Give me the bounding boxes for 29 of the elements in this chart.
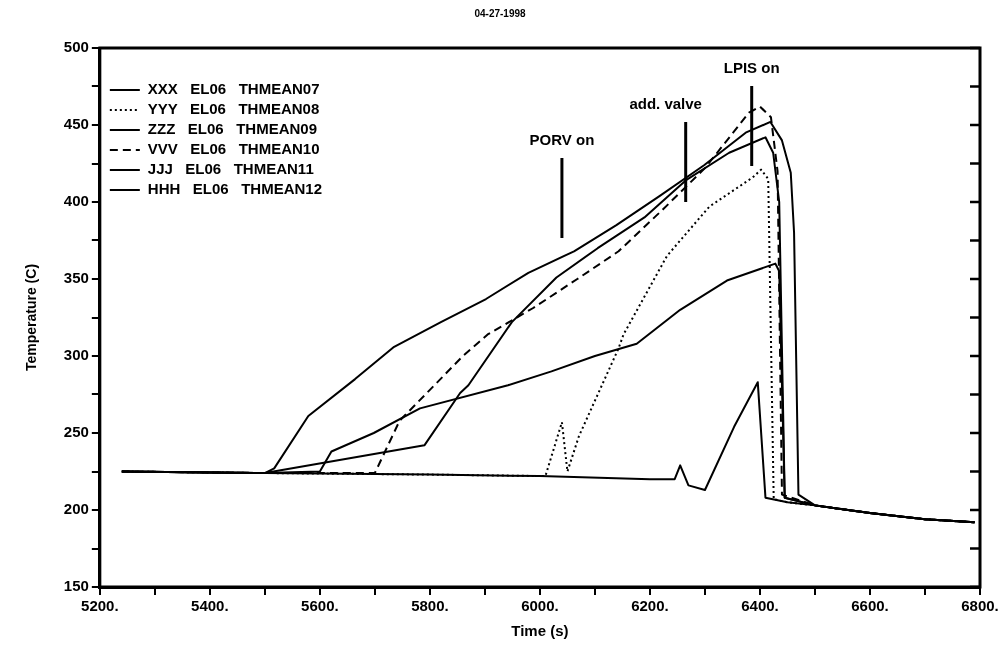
ref-line-label: add. valve — [629, 94, 702, 112]
legend-label: XXX EL06 THMEAN07 — [147, 80, 320, 98]
ref-line-label: LPIS on — [723, 58, 780, 76]
legend-label: VVV EL06 THMEAN10 — [147, 140, 320, 158]
x-tick-label: 6600. — [851, 597, 889, 615]
x-tick-label: 6400. — [741, 597, 779, 615]
y-axis-title: Temperature (C) — [23, 263, 40, 372]
y-tick-label: 200 — [63, 500, 89, 518]
y-tick-label: 500 — [63, 38, 89, 56]
y-tick-label: 300 — [63, 346, 89, 364]
x-tick-label: 5800. — [411, 597, 449, 615]
x-axis-title: Time (s) — [511, 622, 569, 640]
x-tick-label: 6800. — [961, 597, 999, 615]
x-tick-label: 6000. — [521, 597, 559, 615]
legend-label: JJJ EL06 THMEAN11 — [147, 160, 314, 178]
y-tick-label: 450 — [63, 115, 89, 133]
legend-label: YYY EL06 THMEAN08 — [147, 100, 320, 118]
legend-label: ZZZ EL06 THMEAN09 — [147, 120, 318, 138]
chart-title: 04-27-1998 — [474, 7, 527, 19]
legend-label: HHH EL06 THMEAN12 — [147, 180, 323, 198]
x-tick-label: 5600. — [301, 597, 339, 615]
x-tick-label: 5200. — [81, 597, 119, 615]
y-tick-label: 250 — [63, 423, 89, 441]
y-tick-label: 150 — [63, 577, 89, 595]
x-tick-label: 6200. — [631, 597, 669, 615]
x-tick-label: 5400. — [191, 597, 229, 615]
ref-line-label: PORV on — [529, 130, 595, 148]
y-tick-label: 350 — [63, 269, 89, 287]
y-tick-label: 400 — [63, 192, 89, 210]
